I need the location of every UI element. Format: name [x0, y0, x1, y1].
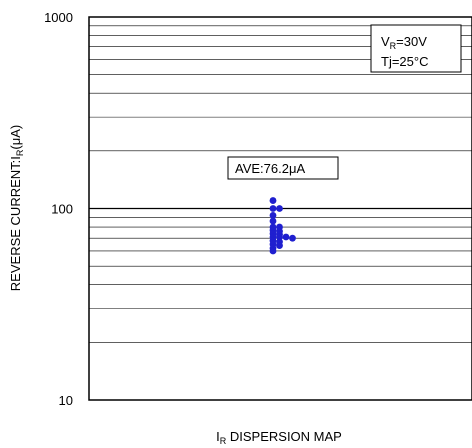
data-point [269, 197, 277, 204]
gridlines [89, 25, 472, 343]
data-point [269, 247, 277, 255]
data-point [276, 205, 283, 212]
data-point [276, 242, 283, 250]
average-label: AVE:76.2μA [235, 161, 305, 176]
data-point [282, 233, 290, 241]
data-point [269, 205, 277, 212]
data-points [269, 197, 296, 255]
average-annotation: AVE:76.2μA [227, 156, 339, 180]
data-point [289, 234, 296, 242]
data-point [269, 212, 277, 219]
y-tick-label: 100 [51, 202, 73, 217]
y-tick-labels: 10 100 1000 [44, 10, 73, 408]
y-tick-label: 1000 [44, 10, 73, 25]
condition-temperature: Tj=25°C [381, 54, 428, 69]
y-axis-label: REVERSE CURRENT:IR(μA) [8, 125, 25, 291]
condition-voltage: VR=30V [381, 34, 427, 51]
data-point [276, 233, 283, 241]
condition-box: VR=30V Tj=25°C [370, 24, 462, 73]
x-axis-label: IR DISPERSION MAP [216, 429, 342, 446]
condition-box-frame [370, 24, 462, 73]
data-point [269, 217, 277, 225]
average-box [227, 156, 339, 180]
plot-frame [88, 16, 472, 401]
y-tick-label: 10 [59, 393, 73, 408]
